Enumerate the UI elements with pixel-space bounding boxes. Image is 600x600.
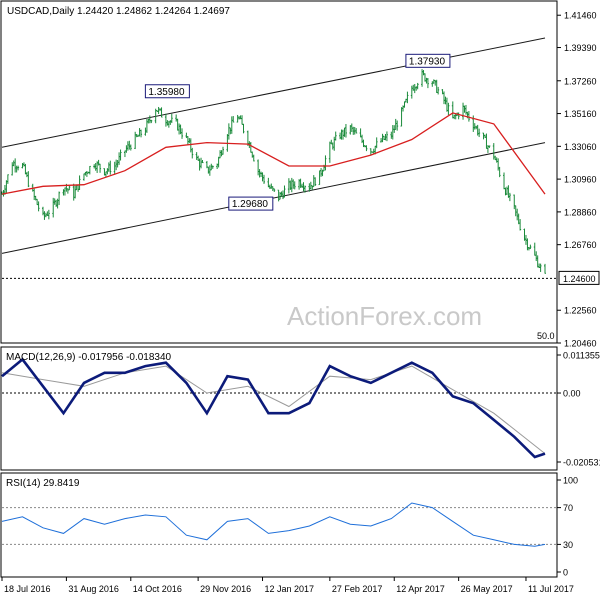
rsi-tick-label: 0	[563, 568, 568, 578]
moving-average-line	[1, 112, 546, 195]
symbol-title: USDCAD,Daily	[7, 6, 74, 17]
current-price-label: 1.24600	[563, 274, 596, 284]
rsi-tick-label: 100	[563, 476, 578, 486]
x-tick-label: 27 Feb 2017	[332, 584, 383, 594]
price-tick-label: 1.41460	[564, 11, 597, 21]
watermark: ActionForex.com	[287, 301, 482, 331]
macd-line	[1, 357, 546, 459]
annotation-box	[405, 53, 451, 68]
x-tick-label: 31 Aug 2016	[68, 584, 119, 594]
price-tick-label: 1.28860	[564, 207, 597, 217]
price-tick-label: 1.33060	[564, 142, 597, 152]
annotation-label: 1.29680	[232, 199, 269, 210]
macd-title: MACD(12,26,9) -0.017956 -0.018340	[6, 352, 172, 363]
macd-panel-frame	[0, 346, 558, 471]
annotation-box	[228, 196, 274, 211]
macd-y-axis: 0.011355 0.00 -0.020531	[557, 351, 600, 468]
x-tick-label: 18 Jul 2016	[4, 584, 51, 594]
x-tick-label: 14 Oct 2016	[133, 584, 182, 594]
price-tick-label: 1.26760	[564, 240, 597, 250]
trend-channel	[1, 37, 546, 254]
x-tick-label: 12 Jan 2017	[265, 584, 315, 594]
macd-signal-line	[1, 365, 546, 454]
price-title: USDCAD,Daily 1.24420 1.24862 1.24264 1.2…	[7, 6, 230, 17]
x-tick-label: 11 Jul 2017	[528, 584, 574, 594]
rsi-title: RSI(14) 29.8419	[6, 478, 80, 489]
ohlc-values: 1.24420 1.24862 1.24264 1.24697	[77, 6, 230, 17]
channel-line	[1, 142, 546, 254]
macd-tick-label: 0.00	[563, 389, 581, 399]
x-tick-label: 29 Nov 2016	[200, 584, 251, 594]
candlestick-series	[1, 69, 546, 274]
x-tick-label: 12 Apr 2017	[396, 584, 445, 594]
price-tick-label: 1.37260	[564, 76, 597, 86]
rsi-y-axis: 100 70 30 0	[557, 476, 578, 578]
macd-tick-label: -0.020531	[563, 458, 600, 468]
rsi-tick-label: 70	[563, 503, 573, 513]
channel-line	[1, 37, 546, 148]
macd-tick-label: 0.011355	[563, 351, 600, 361]
date-x-axis: 18 Jul 2016 31 Aug 2016 14 Oct 2016 29 Nov …	[1, 577, 574, 594]
rsi-panel-frame	[0, 472, 558, 578]
rsi-line	[1, 502, 546, 547]
x-tick-label: 26 May 2017	[461, 584, 513, 594]
ma-period-label: 50.0	[537, 331, 555, 341]
annotation-label: 1.37930	[409, 56, 446, 67]
current-price-box	[558, 270, 600, 285]
price-annotations: 1.35980 1.37930 1.29680	[144, 53, 451, 211]
price-tick-label: 1.39390	[564, 43, 597, 53]
price-tick-label: 1.20460	[564, 339, 597, 349]
price-tick-label: 1.30960	[564, 175, 597, 185]
annotation-label: 1.35980	[148, 87, 185, 98]
price-y-axis: 1.41460 1.39390 1.37260 1.35160 1.33060 1.309…	[557, 11, 597, 349]
rsi-tick-label: 30	[563, 540, 573, 550]
price-tick-label: 1.22560	[564, 306, 597, 316]
price-panel-frame	[0, 0, 558, 344]
price-tick-label: 1.35160	[564, 109, 597, 119]
annotation-box	[144, 84, 190, 99]
